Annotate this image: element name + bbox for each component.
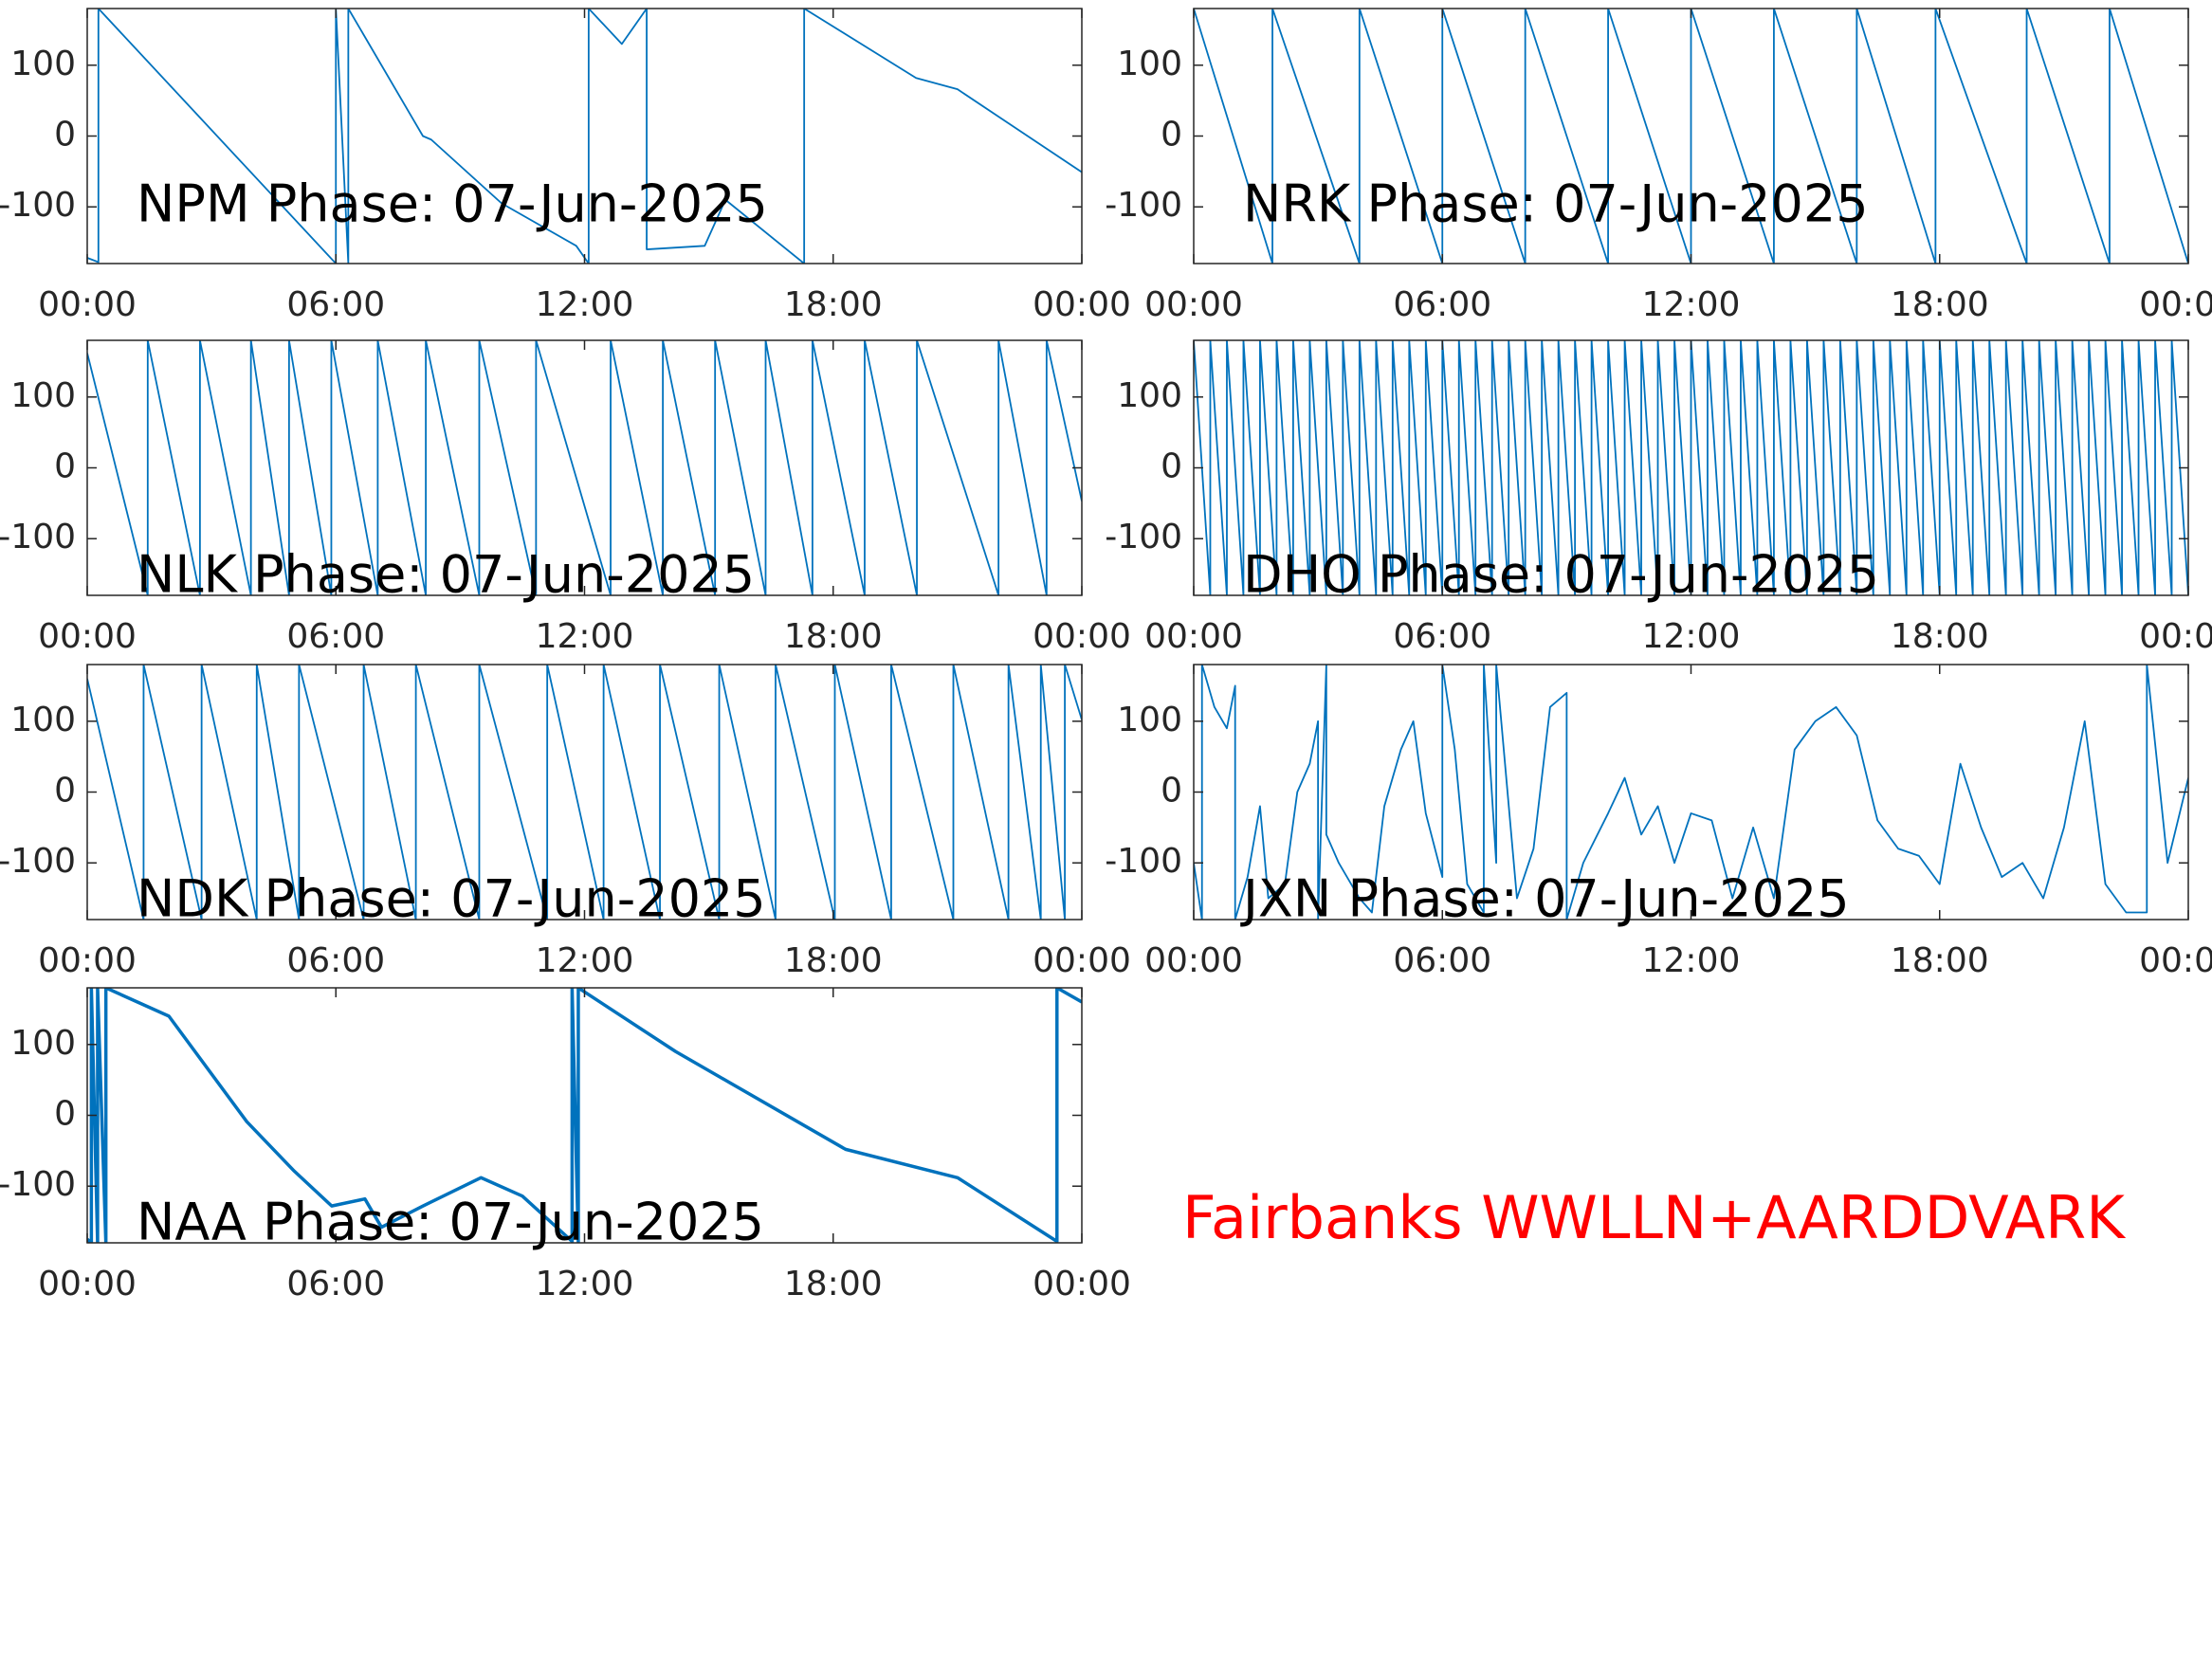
- x-tick-label: 18:00: [1891, 285, 1989, 324]
- x-tick-label: 12:00: [536, 617, 634, 656]
- x-tick-label: 18:00: [1891, 617, 1989, 656]
- y-tick-label: 0: [54, 116, 76, 155]
- x-tick-label: 00:00: [38, 1265, 137, 1304]
- data-line: [1194, 665, 2188, 920]
- x-tick-label: 06:00: [1393, 285, 1491, 324]
- x-tick-label: 00:00: [1144, 285, 1243, 324]
- x-tick-label: 00:00: [1033, 617, 1131, 656]
- data-line: [1194, 340, 2188, 595]
- x-tick-label: 18:00: [784, 941, 883, 980]
- y-tick-label: 100: [1117, 376, 1182, 415]
- x-tick-label: 00:00: [1033, 285, 1131, 324]
- y-tick-label: -100: [0, 518, 76, 556]
- x-tick-label: 12:00: [536, 941, 634, 980]
- x-tick-label: 00:00: [1033, 941, 1131, 980]
- y-tick-label: 0: [1161, 772, 1182, 811]
- y-tick-label: 100: [1117, 45, 1182, 83]
- y-tick-label: 100: [10, 376, 76, 415]
- y-tick-label: -100: [0, 842, 76, 881]
- y-tick-label: 100: [10, 45, 76, 83]
- data-line: [87, 988, 1082, 1243]
- x-tick-label: 00:00: [2139, 941, 2212, 980]
- x-tick-label: 06:00: [286, 1265, 385, 1304]
- y-tick-label: 0: [1161, 447, 1182, 486]
- y-tick-label: -100: [1105, 842, 1182, 881]
- x-tick-label: 00:00: [38, 617, 137, 656]
- x-tick-label: 00:00: [2139, 617, 2212, 656]
- x-tick-label: 18:00: [784, 285, 883, 324]
- x-tick-label: 00:00: [1144, 941, 1243, 980]
- y-tick-label: 100: [10, 701, 76, 739]
- x-tick-label: 00:00: [2139, 285, 2212, 324]
- panel: 00:00 06:00 12:00 18:00 00:00 -100 0 100 NLK Pha…: [0, 339, 1131, 656]
- x-tick-label: 06:00: [286, 285, 385, 324]
- y-tick-label: 0: [54, 772, 76, 811]
- x-tick-label: 00:00: [38, 285, 137, 324]
- y-tick-label: 0: [54, 1095, 76, 1134]
- y-tick-label: 100: [1117, 701, 1182, 739]
- x-tick-label: 00:00: [1033, 1265, 1131, 1304]
- panel: 00:00 06:00 12:00 18:00 00:00 -100 0 100 NPM Pha…: [0, 8, 1131, 324]
- y-tick-label: -100: [1105, 518, 1182, 556]
- x-tick-label: 12:00: [1642, 941, 1741, 980]
- panel-title: NDK Phase: 07-Jun-2025: [137, 869, 766, 929]
- data-line: [1194, 9, 2188, 264]
- panel: 00:00 06:00 12:00 18:00 00:00 -100 0 100 DHO Pha…: [1105, 339, 2212, 656]
- panel-title: NPM Phase: 07-Jun-2025: [137, 174, 768, 234]
- y-tick-label: 0: [1161, 116, 1182, 155]
- x-tick-label: 06:00: [286, 941, 385, 980]
- x-tick-label: 18:00: [1891, 941, 1989, 980]
- x-tick-label: 00:00: [38, 941, 137, 980]
- panel-title: NAA Phase: 07-Jun-2025: [137, 1193, 764, 1252]
- x-tick-label: 06:00: [1393, 941, 1491, 980]
- y-tick-label: -100: [1105, 186, 1182, 225]
- panel-title: NLK Phase: 07-Jun-2025: [137, 545, 755, 605]
- panel: 00:00 06:00 12:00 18:00 00:00 -100 0 100 NDK Pha…: [0, 664, 1131, 980]
- x-tick-label: 18:00: [784, 1265, 883, 1304]
- data-line: [87, 340, 1082, 595]
- x-tick-label: 00:00: [1144, 617, 1243, 656]
- panel-title: JXN Phase: 07-Jun-2025: [1240, 869, 1850, 929]
- panel: 00:00 06:00 12:00 18:00 00:00 -100 0 100 NAA Pha…: [0, 987, 1131, 1304]
- x-tick-label: 06:00: [1393, 617, 1491, 656]
- panel: 00:00 06:00 12:00 18:00 00:00 -100 0 100 NRK Pha…: [1105, 8, 2212, 324]
- panel: 00:00 06:00 12:00 18:00 00:00 -100 0 100 JXN Pha…: [1105, 664, 2212, 980]
- x-tick-label: 12:00: [1642, 617, 1741, 656]
- y-tick-label: 100: [10, 1024, 76, 1063]
- x-tick-label: 12:00: [536, 285, 634, 324]
- panel-title: DHO Phase: 07-Jun-2025: [1243, 545, 1879, 605]
- x-tick-label: 18:00: [784, 617, 883, 656]
- annotation: Fairbanks WWLLN+AARDDVARK: [1182, 1183, 2126, 1252]
- x-tick-label: 12:00: [1642, 285, 1741, 324]
- data-line: [87, 665, 1082, 920]
- panel-title: NRK Phase: 07-Jun-2025: [1243, 174, 1869, 234]
- y-tick-label: 0: [54, 447, 76, 486]
- y-tick-label: -100: [0, 1165, 76, 1204]
- y-tick-label: -100: [0, 186, 76, 225]
- x-tick-label: 12:00: [536, 1265, 634, 1304]
- data-line: [87, 9, 1082, 264]
- x-tick-label: 06:00: [286, 617, 385, 656]
